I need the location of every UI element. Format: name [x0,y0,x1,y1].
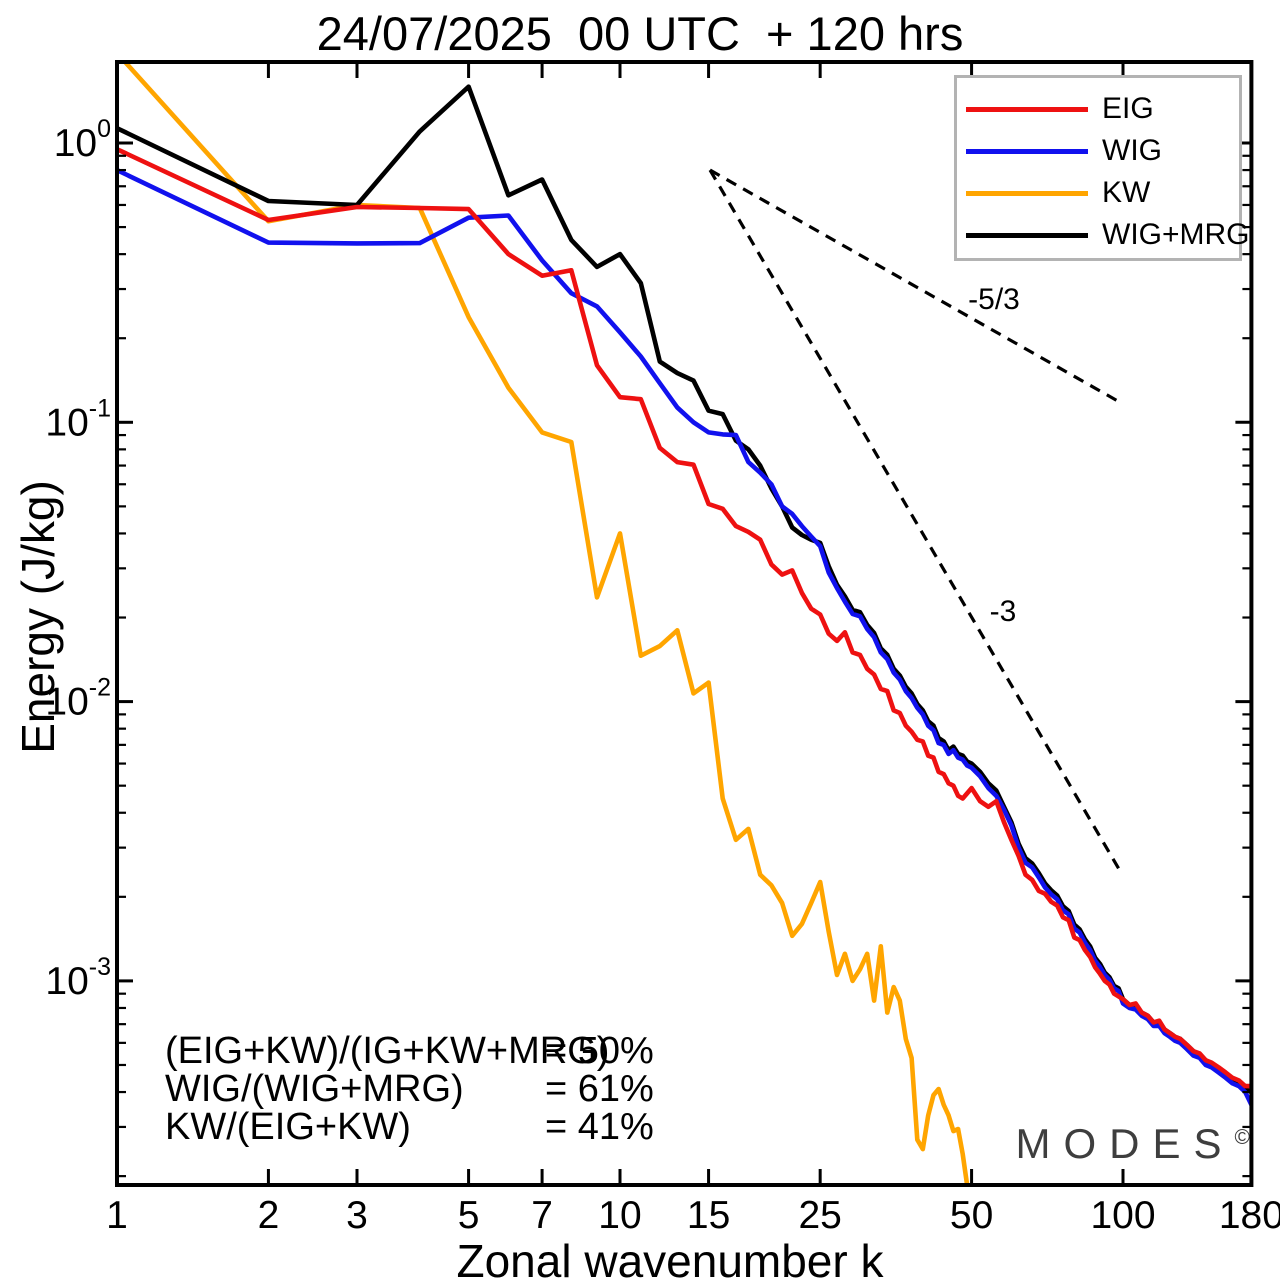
x-tick-label: 5 [458,1194,480,1237]
ratio-value: = 41% [545,1106,654,1148]
y-tick-label: 10-1 [45,394,111,444]
ratio-annotation-row: KW/(EIG+KW) = 41% [165,1106,885,1148]
x-tick-label: 10 [598,1194,641,1237]
y-tick-label: 10-3 [45,953,111,1003]
legend-line-wig [966,148,1088,154]
y-axis-label: Energy (J/kg) [12,480,64,754]
legend-line-wigmrg [966,232,1088,238]
ratio-expr: (EIG+KW)/(IG+KW+MRG) [165,1030,610,1072]
reference-slope-line-3 [708,169,1122,872]
copyright-icon: © [1234,1126,1250,1149]
modes-watermark: MODES© [1016,1120,1251,1168]
legend-line-kw [966,190,1088,196]
ratio-expr: WIG/(WIG+MRG) [165,1068,464,1110]
x-tick-label: 3 [346,1194,368,1237]
series-wig-line [117,167,1252,1108]
ratio-annotation-row: (EIG+KW)/(IG+KW+MRG) = 50% [165,1030,885,1072]
x-tick-label: 15 [687,1194,730,1237]
ratio-expr: KW/(EIG+KW) [165,1106,411,1148]
ratio-annotation-row: WIG/(WIG+MRG) = 61% [165,1068,885,1110]
x-tick-label: 100 [1090,1194,1155,1237]
plot-border [115,60,1254,1187]
x-tick-label: 1 [106,1194,128,1237]
ratio-value: = 50% [545,1030,654,1072]
chart-title: 24/07/2025 00 UTC + 120 hrs [316,7,964,60]
ratio-value: = 61% [545,1068,654,1110]
x-tick-label: 7 [531,1194,553,1237]
slope-label-5-3: -5/3 [968,283,1020,316]
legend-entry-kw: KW [957,172,1239,214]
slope-label-3: -3 [989,595,1017,628]
legend-label-wig: WIG [1102,134,1162,167]
legend: EIG WIG KW WIG+MRG [954,75,1250,261]
x-tick-label: 50 [950,1194,993,1237]
x-tick-label: 180 [1219,1194,1280,1237]
legend-entry-wig: WIG [957,130,1239,172]
legend-line-eig [966,106,1088,112]
modes-watermark-text: MODES [1015,1120,1235,1167]
series-layer [117,62,1252,1185]
reference-slope-line-53 [709,168,1121,404]
legend-label-eig: EIG [1102,92,1154,125]
legend-label-kw: KW [1102,176,1151,209]
y-tick-label: 10-2 [45,674,111,724]
x-tick-label: 2 [258,1194,280,1237]
x-axis-label: Zonal wavenumber k [456,1235,884,1281]
legend-label-wigmrg: WIG+MRG [1102,218,1250,251]
series-kw-line [122,62,970,1185]
x-tick-label: 25 [798,1194,841,1237]
legend-entry-eig: EIG [957,88,1239,130]
legend-entry-wigmrg: WIG+MRG [957,214,1250,256]
series-eig-line [117,146,1252,1089]
y-tick-label: 100 [54,115,111,165]
